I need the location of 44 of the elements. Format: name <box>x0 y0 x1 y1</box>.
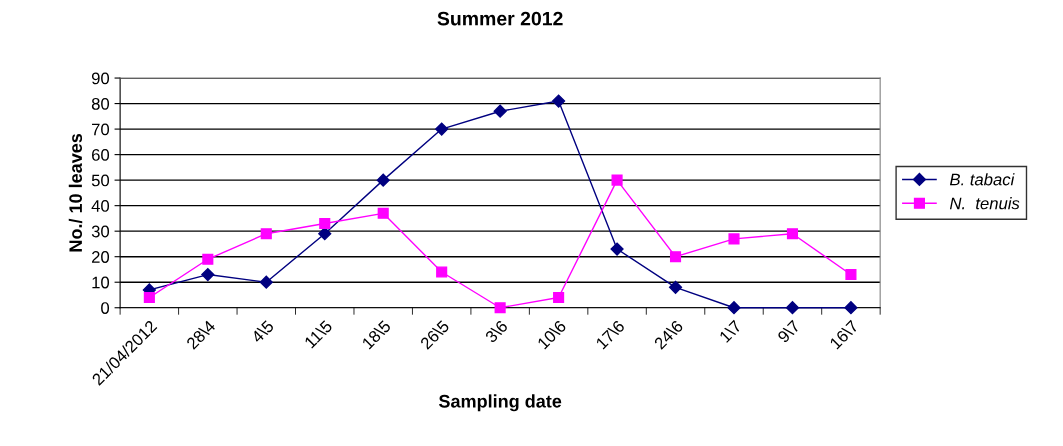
point <box>785 301 800 315</box>
x-tick-label: 1\7 <box>718 319 743 343</box>
x-axis-title: Sampling date <box>438 394 562 412</box>
point <box>611 174 623 186</box>
point <box>494 302 506 314</box>
y-tick-label: 40 <box>91 200 110 212</box>
point <box>552 94 566 108</box>
y-tick-label: 10 <box>92 276 110 289</box>
point <box>553 291 565 304</box>
point <box>319 217 331 230</box>
y-tick-label: 60 <box>92 149 110 161</box>
point <box>610 242 624 256</box>
point <box>201 267 215 282</box>
point <box>435 122 449 136</box>
point <box>668 280 683 294</box>
y-tick-label: 50 <box>91 174 110 187</box>
point <box>728 233 740 245</box>
point <box>202 253 214 265</box>
y-tick-label: 0 <box>101 302 110 314</box>
point <box>260 228 272 240</box>
point <box>377 207 389 219</box>
y-tick-label: 70 <box>92 123 110 136</box>
x-tick-label: 9\7 <box>776 319 801 344</box>
point <box>376 173 390 187</box>
x-tick-label: 4\5 <box>250 319 275 344</box>
point <box>318 227 332 241</box>
point <box>259 275 273 289</box>
point <box>669 251 682 263</box>
y-axis-title: No./ 10 leaves <box>68 133 83 252</box>
point <box>786 228 799 240</box>
point <box>727 301 741 315</box>
y-tick-label: 90 <box>91 72 110 85</box>
point <box>845 269 857 281</box>
point <box>436 266 448 278</box>
y-tick-label: 20 <box>92 251 110 263</box>
y-tick-label: 30 <box>91 225 110 238</box>
point <box>143 291 155 304</box>
point <box>844 301 858 315</box>
legend-label: B. tabaci <box>949 173 1015 186</box>
chart-title: Summer 2012 <box>437 11 563 26</box>
point <box>493 104 507 118</box>
legend-label: N. tenuis <box>949 197 1020 210</box>
x-tick-label: 3\6 <box>484 319 509 344</box>
y-tick-label: 80 <box>91 97 110 110</box>
